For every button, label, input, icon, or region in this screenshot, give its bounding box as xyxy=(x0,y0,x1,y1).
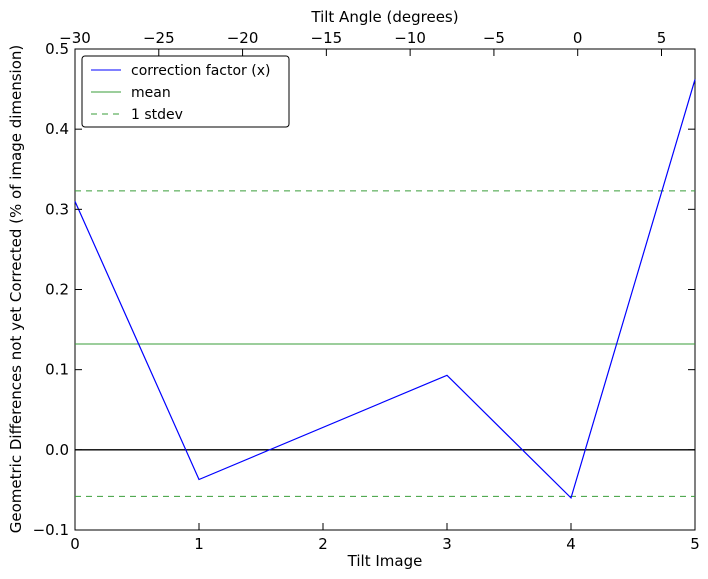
x2-tick-label: −15 xyxy=(311,29,343,47)
legend: correction factor (x) mean 1 stdev xyxy=(81,55,290,128)
x2-tick-label: 0 xyxy=(573,29,583,47)
y-tick-label: −0.1 xyxy=(33,521,69,539)
x-tick-label: 1 xyxy=(194,535,204,553)
x-axis-label: Tilt Image xyxy=(347,552,423,570)
x2-tick-label: −20 xyxy=(227,29,259,47)
y-tick-label: 0.4 xyxy=(45,120,69,138)
x-tick-label: 3 xyxy=(442,535,452,553)
legend-entry-mean: mean xyxy=(131,85,171,101)
x2-tick-label: −5 xyxy=(483,29,505,47)
y-axis-label: Geometric Differences not yet Corrected … xyxy=(7,45,25,534)
x-tick-label: 4 xyxy=(566,535,576,553)
y-tick-label: 0.2 xyxy=(45,281,69,299)
correction-factor-line xyxy=(74,79,696,500)
legend-entry-stdev: 1 stdev xyxy=(131,107,183,123)
x2-tick-label: −30 xyxy=(59,29,91,47)
x2-tick-label: −10 xyxy=(394,29,426,47)
lines-layer xyxy=(74,79,696,500)
ticks-layer: 0 1 2 3 4 5 −30 −25 −20 −15 −10 −5 0 5 −0.1 0.0 0.1 0.2 0.… xyxy=(33,29,700,553)
y-tick-label: 0.0 xyxy=(45,441,69,459)
x-tick-label: 2 xyxy=(318,535,328,553)
x-tick-label: 5 xyxy=(690,535,700,553)
legend-entry-correction-factor: correction factor (x) xyxy=(131,63,270,79)
x2-tick-label: 5 xyxy=(657,29,667,47)
legend-box xyxy=(81,55,290,128)
top-x-axis-label: Tilt Angle (degrees) xyxy=(310,8,458,26)
y-tick-label: 0.3 xyxy=(45,200,69,218)
x2-tick-label: −25 xyxy=(143,29,175,47)
y-tick-label: 0.1 xyxy=(45,361,69,379)
y-tick-label: 0.5 xyxy=(45,40,69,58)
x-tick-label: 0 xyxy=(70,535,80,553)
